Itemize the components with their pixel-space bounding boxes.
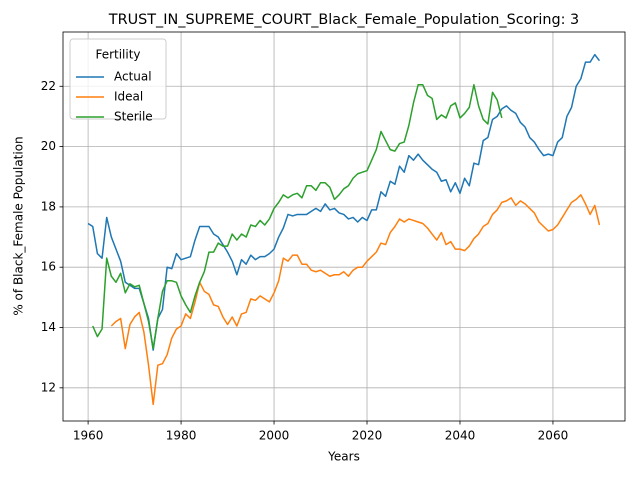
line-series xyxy=(92,84,503,350)
y-tick-label: 16 xyxy=(41,260,56,274)
y-tick-label: 22 xyxy=(41,79,56,93)
axes-frame xyxy=(62,31,626,422)
line-series xyxy=(87,53,601,351)
x-tick-label: 1980 xyxy=(166,429,197,443)
y-axis-label: % of Black_Female Population xyxy=(12,136,26,315)
y-tick-label: 20 xyxy=(41,139,56,153)
y-tick-label: 18 xyxy=(41,199,56,213)
x-axis-label: Years xyxy=(327,450,360,464)
legend-label: Sterile xyxy=(114,110,153,124)
y-tick-label: 12 xyxy=(41,380,56,394)
legend-box xyxy=(69,38,167,120)
x-tick-label: 1960 xyxy=(73,429,104,443)
legend: Fertility Actual Ideal Sterile xyxy=(69,38,167,124)
x-tick-label: 2040 xyxy=(445,429,476,443)
y-tick-label: 14 xyxy=(41,320,56,334)
x-tick-label: 2020 xyxy=(352,429,383,443)
legend-label: Ideal xyxy=(114,90,143,104)
x-tick-label: 2000 xyxy=(259,429,290,443)
legend-label: Actual xyxy=(114,70,152,84)
line-series xyxy=(110,194,601,406)
plot-area xyxy=(63,32,625,421)
x-tick-label: 2060 xyxy=(538,429,569,443)
legend-title: Fertility xyxy=(95,48,140,62)
chart-title: TRUST_IN_SUPREME_COURT_Black_Female_Popu… xyxy=(108,12,579,28)
